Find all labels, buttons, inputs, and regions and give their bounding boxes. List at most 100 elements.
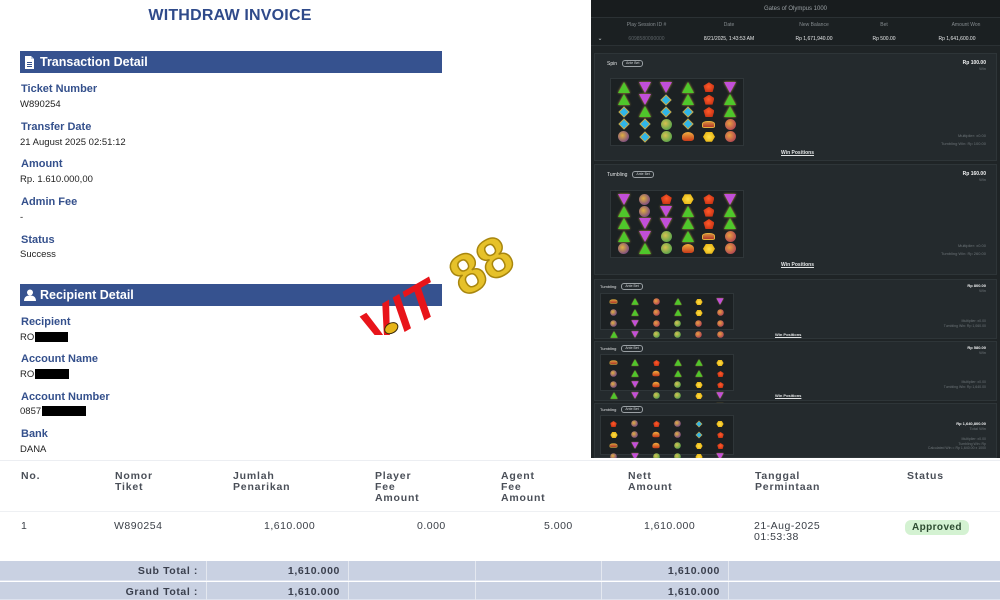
recipient-label: Recipient [21, 316, 71, 328]
cell-agent-fee: 5.000 [544, 520, 573, 532]
recipient-detail-header: Recipient Detail [20, 284, 442, 306]
green-triangle-icon [677, 218, 698, 230]
ring-icon [710, 307, 731, 318]
spin-win-amount: Rp 580.00 [967, 345, 986, 350]
spin-label: Tumbling Ante Bet [600, 406, 643, 413]
withdraw-invoice: WITHDRAW INVOICE Transaction Detail Tick… [0, 0, 590, 460]
spin-win: Rp 800.00 Win [967, 283, 986, 293]
header-text: Fee [501, 481, 522, 493]
purple-triangle-icon [710, 390, 731, 401]
purple-triangle-icon [634, 230, 655, 242]
cell-date: 21-Aug-2025 01:53:38 [754, 521, 820, 543]
spin-win-caption: Win [979, 66, 986, 71]
red-gem-icon [698, 193, 719, 205]
green-triangle-icon [677, 81, 698, 93]
green-triangle-icon [634, 243, 655, 255]
purple-triangle-icon [624, 329, 645, 340]
header-text: Player [375, 470, 412, 482]
red-gem-icon [710, 368, 731, 379]
crown-icon [603, 357, 624, 368]
purple-triangle-icon [720, 81, 741, 93]
win-positions-link[interactable]: Win Positions [781, 150, 815, 156]
cell-no: 1 [21, 520, 28, 532]
red-gem-icon [646, 357, 667, 368]
purple-ring-icon [603, 368, 624, 379]
green-triangle-icon [634, 106, 655, 118]
spin-meta: Multiplier: x0.00 Tumbling Win: Rp 1,060.… [944, 319, 986, 329]
sub-total-nett: 1,610.000 [602, 561, 729, 581]
spin-win: Rp 100.00 Win [963, 60, 986, 71]
hourglass-icon [677, 131, 698, 143]
spin-card: Tumbling Ante Bet Rp 800.00 Win Multiplier… [594, 279, 997, 349]
purple-triangle-icon [624, 379, 645, 390]
reel-grid [600, 293, 734, 349]
chevron-down-icon[interactable]: ⌄ [597, 36, 603, 42]
multiplier-text: Multiplier: x0.00 [961, 437, 986, 441]
purple-triangle-icon [613, 193, 634, 205]
green-triangle-icon [667, 368, 688, 379]
account-number-label: Account Number [21, 391, 110, 403]
purple-ring-icon [603, 307, 624, 318]
transfer-date-label: Transfer Date [21, 121, 92, 133]
blue-diamond-icon [688, 418, 709, 429]
green-triangle-icon [603, 390, 624, 401]
account-number-value: 0857 [20, 406, 87, 417]
yellow-gem-icon [677, 193, 698, 205]
green-ring-icon [667, 329, 688, 340]
empty-cell [476, 561, 602, 581]
blue-diamond-icon [613, 106, 634, 118]
win-positions-link[interactable]: Win Positions [775, 393, 802, 398]
spin-meta: Multiplier: x0.00 Tumbling Win: Rp 260.00 [941, 242, 986, 258]
ante-bet-badge: Ante Bet [621, 406, 643, 413]
session-row[interactable]: ⌄ 6098580090000 8/21/2025, 1:43:53 AM Rp… [591, 32, 1000, 46]
cell-ticket: W890254 [114, 520, 163, 532]
purple-ring-icon [624, 418, 645, 429]
yellow-gem-icon [698, 131, 719, 143]
recipient-detail-title: Recipient Detail [40, 288, 134, 302]
header-text: Status [907, 470, 944, 482]
ring-icon [646, 296, 667, 307]
red-gem-icon [646, 418, 667, 429]
status-label: Status [21, 234, 55, 246]
purple-triangle-icon [624, 390, 645, 401]
spin-win-caption: Win [979, 288, 986, 293]
blue-diamond-icon [656, 93, 677, 106]
purple-triangle-icon [634, 81, 655, 93]
header-text: Tanggal [755, 470, 801, 482]
yellow-gem-icon [698, 243, 719, 255]
spin-win-amount: Rp 800.00 [967, 283, 986, 288]
session-bet: Rp 500.00 [872, 36, 896, 42]
status-badge: Approved [905, 520, 969, 535]
transaction-detail-header: Transaction Detail [20, 51, 442, 73]
green-triangle-icon [603, 329, 624, 340]
green-ring-icon [667, 318, 688, 329]
purple-triangle-icon [656, 205, 677, 218]
hourglass-icon [677, 243, 698, 255]
header-text: Tiket [115, 481, 144, 493]
crown-icon [698, 118, 719, 130]
red-gem-icon [710, 429, 731, 440]
header-text: Amount [628, 481, 673, 493]
session-id: 6098580090000 [628, 36, 665, 42]
ante-bet-badge: Ante Bet [632, 171, 654, 178]
session-date: 8/21/2025, 1:43:53 AM [703, 36, 755, 42]
header-text: Agent [501, 470, 535, 482]
win-positions-link[interactable]: Win Positions [775, 332, 802, 337]
spin-win-amount: Rp 1,640,800.00 [956, 421, 986, 426]
spin-meta: Multiplier: x0.00 Tumbling Win: Rp 100.00 [941, 132, 986, 148]
sub-total-label: Sub Total : [0, 561, 207, 581]
yellow-gem-icon [710, 357, 731, 368]
purple-triangle-icon [624, 440, 645, 451]
win-positions-link[interactable]: Win Positions [781, 262, 815, 268]
admin-fee-label: Admin Fee [21, 196, 78, 208]
cell-jumlah: 1,610.000 [264, 520, 316, 532]
spin-type: Tumbling [607, 171, 628, 178]
green-triangle-icon [624, 368, 645, 379]
account-number-value-text: 0857 [20, 406, 42, 417]
multiplier-text: Multiplier: x0.00 [957, 133, 986, 138]
spin-label: Tumbling Ante Bet [607, 171, 654, 178]
green-ring-icon [646, 329, 667, 340]
empty-cell [349, 561, 476, 581]
yellow-gem-icon [603, 429, 624, 440]
game-table-header: Play Session ID # Date New Balance Bet A… [591, 18, 1000, 32]
